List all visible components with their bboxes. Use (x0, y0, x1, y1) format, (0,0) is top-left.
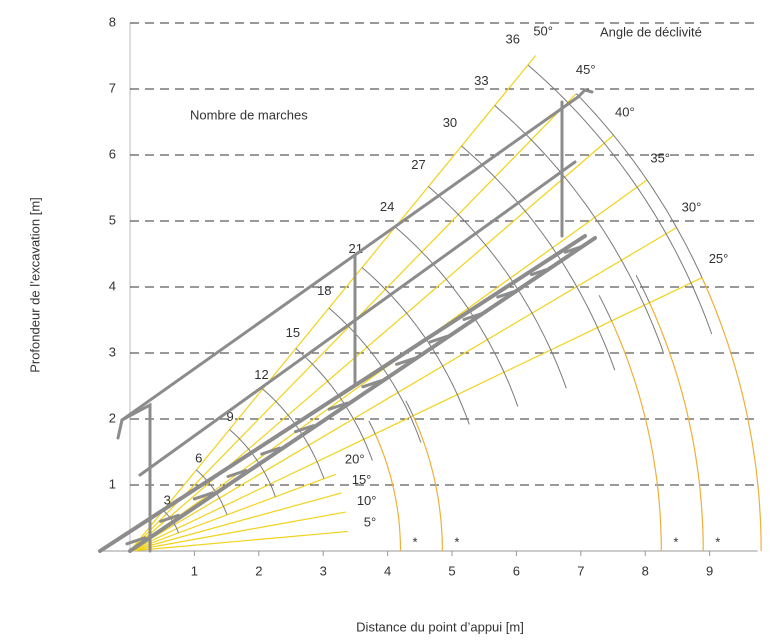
ladder-stringer (128, 236, 597, 553)
reach-arc (374, 433, 402, 551)
reach-arc-upper (635, 274, 650, 303)
angle-ray (129, 277, 703, 552)
reach-label: * (673, 534, 678, 549)
y-tick-label: 8 (109, 14, 116, 29)
step-arc (195, 469, 228, 515)
angle-ray (129, 55, 537, 552)
x-tick-label: 9 (706, 563, 713, 578)
step-arc (394, 226, 519, 407)
step-arc (461, 145, 616, 371)
reach-arc-upper (368, 420, 376, 435)
y-axis-label: Profondeur de l’excavation [m] (27, 197, 42, 373)
reach-arc (701, 277, 762, 552)
angle-label: 40° (615, 105, 635, 120)
ladder-rail (116, 402, 152, 553)
step-label: 15 (286, 325, 300, 340)
angle-title: Angle de déclivité (600, 24, 702, 39)
reach-arc-upper (575, 93, 703, 278)
angle-label: 50° (533, 23, 553, 38)
step-label: 24 (380, 199, 394, 214)
y-tick-label: 1 (109, 476, 116, 491)
ladder-rung (529, 267, 551, 277)
reach-label: * (412, 534, 417, 549)
ladder-rung (159, 513, 181, 523)
angle-label: 25° (709, 251, 729, 266)
steps-title: Nombre de marches (190, 107, 308, 122)
reach-label: * (454, 534, 459, 549)
y-tick-label: 2 (109, 410, 116, 425)
angle-ray (129, 511, 346, 552)
reach-label: * (715, 534, 720, 549)
step-label: 12 (254, 367, 268, 382)
ladder-rung (428, 334, 450, 344)
reach-arc (412, 415, 443, 552)
y-tick-label: 3 (109, 344, 116, 359)
ladder-stringer (98, 234, 587, 553)
ladder-rail (138, 160, 577, 477)
angle-label: 20° (345, 452, 365, 467)
x-tick-label: 8 (642, 563, 649, 578)
step-arc (494, 105, 664, 353)
y-tick-label: 4 (109, 278, 116, 293)
step-arc (295, 348, 373, 461)
ladder-rung (226, 469, 248, 478)
ladder-rung (563, 244, 585, 254)
angle-ray (129, 134, 614, 552)
step-arc (527, 64, 713, 335)
ladder-rung (192, 491, 214, 501)
ladder-rung (125, 536, 147, 546)
step-label: 33 (474, 73, 488, 88)
x-tick-label: 5 (448, 563, 455, 578)
x-tick-label: 6 (513, 563, 520, 578)
ladder-rung (395, 356, 417, 366)
step-label: 30 (443, 115, 457, 130)
angle-label: 5° (364, 514, 376, 529)
ladder-drawing (98, 88, 597, 553)
angle-ray (129, 530, 349, 552)
angle-label: 35° (650, 151, 670, 166)
reach-arc (648, 302, 704, 551)
step-label: 18 (317, 283, 331, 298)
angle-label: 30° (682, 199, 702, 214)
step-label: 9 (226, 409, 233, 424)
step-label: 3 (164, 493, 171, 508)
angle-ray (129, 227, 677, 552)
ladder-rail (576, 88, 594, 99)
angle-label: 15° (352, 472, 372, 487)
x-tick-label: 2 (255, 563, 262, 578)
reach-arc-upper (598, 295, 613, 322)
step-label: 6 (195, 451, 202, 466)
step-label: 27 (411, 157, 425, 172)
x-tick-label: 7 (577, 563, 584, 578)
y-tick-label: 7 (109, 80, 116, 95)
ladder-rung (293, 424, 315, 434)
reach-arc (611, 320, 662, 551)
angle-label: 45° (576, 62, 596, 77)
x-tick-label: 4 (384, 563, 391, 578)
ladder-rung (327, 401, 349, 411)
x-tick-label: 1 (191, 563, 198, 578)
ladder-rungs (125, 244, 585, 546)
ladder-rung (361, 379, 383, 389)
step-arc (229, 429, 276, 497)
x-axis-label: Distance du point d’appui [m] (356, 619, 524, 634)
step-arc (428, 186, 567, 389)
angle-ray (129, 492, 342, 552)
ladder-rail (120, 95, 580, 422)
step-label: 36 (506, 31, 520, 46)
y-tick-label: 6 (109, 146, 116, 161)
angle-label: 10° (357, 493, 377, 508)
x-tick-label: 3 (320, 563, 327, 578)
angle-ray (129, 473, 336, 552)
ladder-rung (462, 312, 484, 321)
reach-arc-upper (405, 400, 414, 416)
ladder-rung (496, 289, 518, 299)
ladder-rung (260, 446, 282, 456)
y-tick-label: 5 (109, 212, 116, 227)
